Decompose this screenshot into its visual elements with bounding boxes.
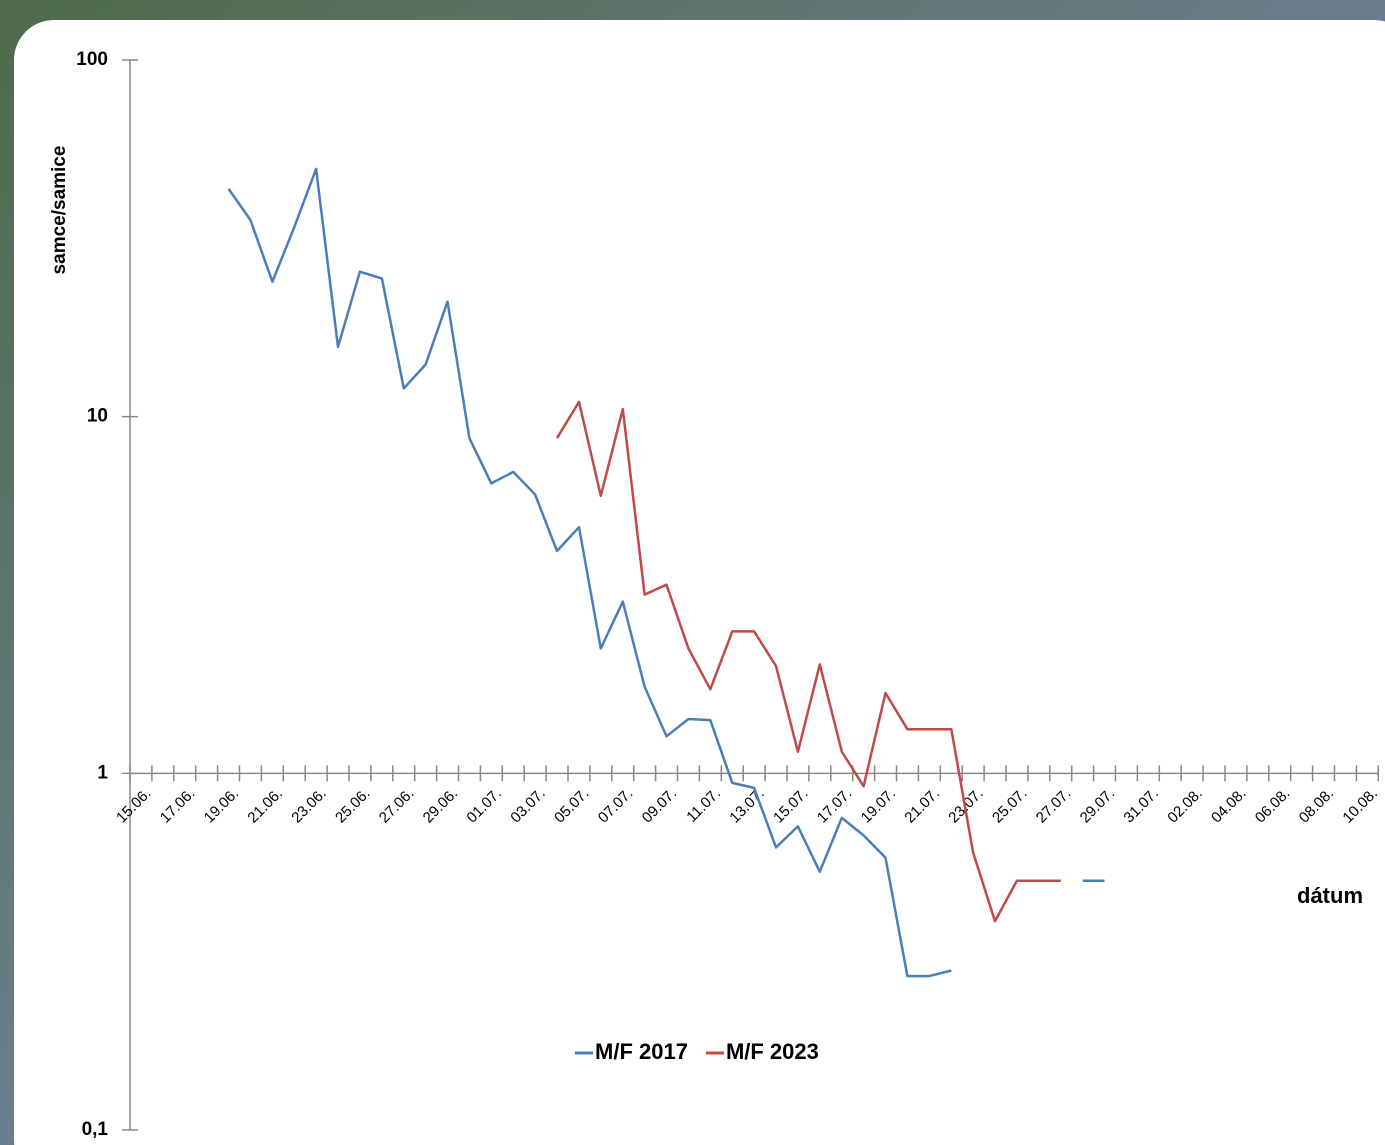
y-tick-label: 1 — [97, 762, 108, 783]
legend-label: M/F 2023 — [726, 1039, 819, 1064]
y-tick-label: 100 — [76, 49, 108, 70]
series-line — [227, 167, 1105, 978]
panel — [14, 20, 1385, 1145]
y-axis-title: samce/samice — [49, 146, 70, 275]
y-tick-label: 10 — [87, 406, 108, 427]
y-tick-label: 0,1 — [82, 1119, 109, 1140]
legend-label: M/F 2017 — [595, 1039, 688, 1064]
x-axis-title: dátum — [1297, 883, 1363, 908]
series-line — [555, 400, 1061, 923]
